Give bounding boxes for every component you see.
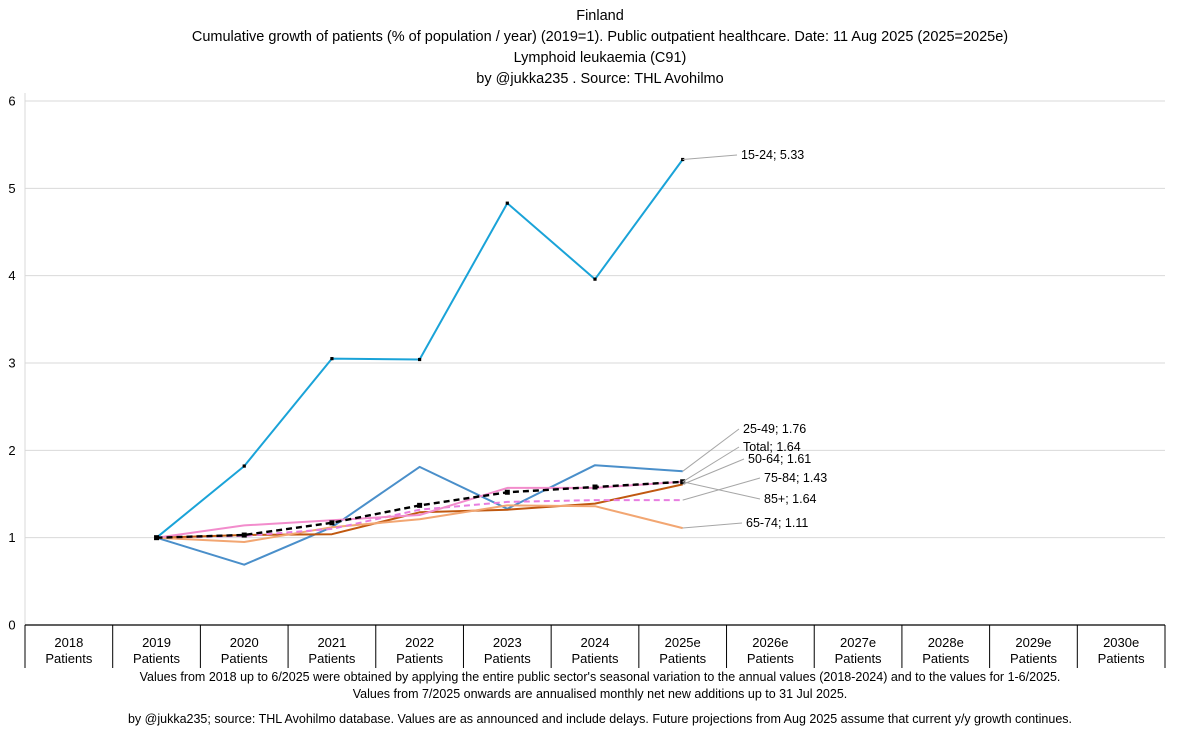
x-tick-label-2021: 2021 xyxy=(317,635,346,650)
series-point-Total-1 xyxy=(241,532,247,538)
y-tick-label-5: 5 xyxy=(8,181,15,196)
y-tick-label-1: 1 xyxy=(8,530,15,545)
x-tick-sublabel-2026e: Patients xyxy=(747,651,794,666)
x-tick-sublabel-2021: Patients xyxy=(308,651,355,666)
series-point-Total-0 xyxy=(154,535,160,541)
data-label-Total: Total; 1.64 xyxy=(743,440,801,454)
footer-note-3: by @jukka235; source: THL Avohilmo datab… xyxy=(127,712,1073,726)
series-point-15-24-5 xyxy=(593,277,597,281)
data-label-65-74: 65-74; 1.11 xyxy=(746,516,808,530)
x-tick-label-2024: 2024 xyxy=(581,635,610,650)
data-label-50-64: 50-64; 1.61 xyxy=(748,452,811,466)
y-tick-label-3: 3 xyxy=(8,356,15,371)
x-tick-label-2023: 2023 xyxy=(493,635,522,650)
x-tick-sublabel-2028e: Patients xyxy=(922,651,969,666)
series-point-Total-2 xyxy=(329,520,335,526)
data-label-85+: 85+; 1.64 xyxy=(764,492,817,506)
series-line-75-84 xyxy=(156,499,683,539)
series-point-15-24-4 xyxy=(505,201,509,205)
x-tick-sublabel-2030e: Patients xyxy=(1098,651,1145,666)
leader-line-25-49 xyxy=(682,428,740,472)
leader-line-85+ xyxy=(682,481,761,500)
x-tick-label-2018: 2018 xyxy=(54,635,83,650)
x-tick-sublabel-2020: Patients xyxy=(221,651,268,666)
data-label-25-49: 25-49; 1.76 xyxy=(743,422,806,436)
x-tick-label-2025e: 2025e xyxy=(665,635,701,650)
leader-line-65-74 xyxy=(682,522,743,529)
x-tick-label-2028e: 2028e xyxy=(928,635,964,650)
leader-line-15-24 xyxy=(682,154,738,161)
x-tick-label-2020: 2020 xyxy=(230,635,259,650)
leader-line-75-84 xyxy=(682,477,761,501)
series-point-15-24-1 xyxy=(242,464,246,468)
series-point-15-24-2 xyxy=(330,357,334,361)
x-tick-label-2022: 2022 xyxy=(405,635,434,650)
series-line-15-24 xyxy=(155,158,684,539)
series-point-15-24-6 xyxy=(681,157,685,162)
series-line-25-49 xyxy=(156,464,683,566)
x-tick-sublabel-2024: Patients xyxy=(572,651,619,666)
y-tick-label-6: 6 xyxy=(8,94,15,109)
series-point-Total-5 xyxy=(592,484,598,490)
x-tick-sublabel-2029e: Patients xyxy=(1010,651,1057,666)
series-point-15-24-3 xyxy=(418,357,422,362)
x-tick-sublabel-2019: Patients xyxy=(133,651,180,666)
leader-line-Total xyxy=(682,446,740,483)
x-tick-sublabel-2023: Patients xyxy=(484,651,531,666)
y-tick-label-2: 2 xyxy=(8,443,15,458)
x-tick-sublabel-2027e: Patients xyxy=(835,651,882,666)
x-tick-label-2026e: 2026e xyxy=(752,635,788,650)
chart-title-country: Finland xyxy=(576,8,624,24)
series-point-Total-4 xyxy=(504,489,510,495)
leader-line-50-64 xyxy=(682,458,745,485)
series-line-65-74 xyxy=(156,504,683,543)
series-line-50-64 xyxy=(156,483,683,539)
data-label-15-24: 15-24; 5.33 xyxy=(741,148,804,162)
x-tick-label-2030e: 2030e xyxy=(1103,635,1139,650)
footer-note-1: Values from 2018 up to 6/2025 were obtai… xyxy=(139,670,1061,684)
chart-title-main: Cumulative growth of patients (% of popu… xyxy=(191,29,1009,45)
series-point-Total-3 xyxy=(417,502,423,508)
data-label-75-84: 75-84; 1.43 xyxy=(764,471,827,485)
x-tick-label-2029e: 2029e xyxy=(1015,635,1051,650)
y-tick-label-4: 4 xyxy=(8,268,15,283)
y-tick-label-0: 0 xyxy=(8,618,15,633)
footer-note-2: Values from 7/2025 onwards are annualise… xyxy=(352,687,848,701)
x-tick-label-2019: 2019 xyxy=(142,635,171,650)
chart-title-block: Finland Cumulative growth of patients (%… xyxy=(0,6,1200,90)
x-tick-sublabel-2018: Patients xyxy=(45,651,92,666)
chart-title-diagnosis: Lymphoid leukaemia (C91) xyxy=(513,50,687,66)
x-tick-label-2027e: 2027e xyxy=(840,635,876,650)
x-tick-sublabel-2022: Patients xyxy=(396,651,443,666)
x-tick-sublabel-2025e: Patients xyxy=(659,651,706,666)
chart-title-source: by @jukka235 . Source: THL Avohilmo xyxy=(476,71,724,87)
